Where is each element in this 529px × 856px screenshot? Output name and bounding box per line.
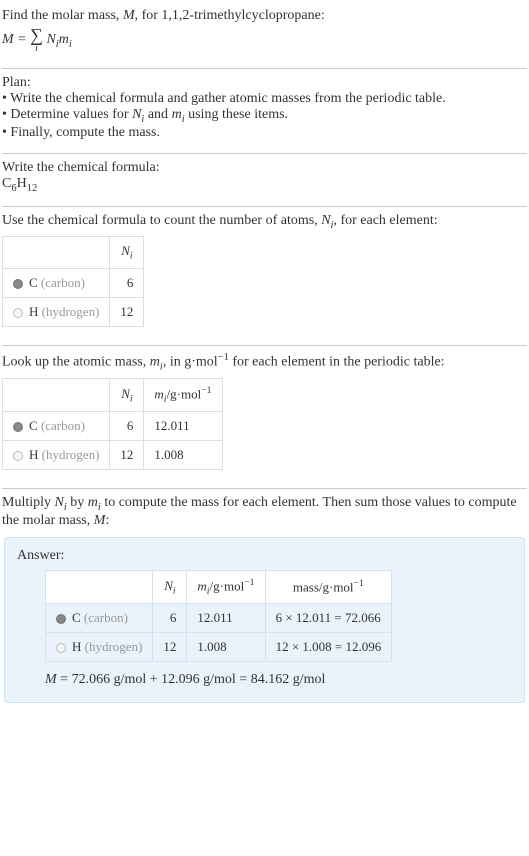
intro-var-M: M [123,8,135,23]
table-row: H (hydrogen) 12 [3,297,144,326]
table-header-blank [3,379,110,412]
table-header-N: Ni [153,571,187,604]
table-row: C (carbon) 6 12.011 [3,412,223,441]
element-cell: H (hydrogen) [3,297,110,326]
element-cell: C (carbon) [3,268,110,297]
eq-lhs: M = [2,32,30,47]
eq-mi: i [69,39,72,50]
formula-title: Write the chemical formula: [2,160,527,176]
final-equation: M = 72.066 g/mol + 12.096 g/mol = 84.162… [45,672,512,688]
table-header-row: Ni [3,237,144,269]
sigma-icon: ∑ i [30,26,43,54]
n-cell: 6 [110,412,144,441]
multiply-section: Multiply Ni by mi to compute the mass fo… [2,491,527,533]
divider [2,345,527,346]
m-cell: 12.011 [144,412,222,441]
m-cell: 12.011 [187,604,265,633]
m-cell: 1.008 [144,441,222,470]
calc-cell: 6 × 12.011 = 72.066 [265,604,392,633]
n-cell: 12 [110,441,144,470]
formula-section: Write the chemical formula: C6H12 [2,156,527,204]
table-header-blank [46,571,153,604]
table-header-m: mi/g·mol−1 [144,379,222,412]
divider [2,153,527,154]
element-cell: C (carbon) [3,412,110,441]
table-header-mass: mass/g·mol−1 [265,571,392,604]
m-cell: 1.008 [187,633,265,662]
eq-N: N [46,32,55,47]
plan-bullet-1: • Write the chemical formula and gather … [2,91,527,107]
element-bullet-icon [13,422,23,432]
element-cell: H (hydrogen) [3,441,110,470]
table-header-N: Ni [110,237,144,269]
table-header-N: Ni [110,379,144,412]
answer-box: Answer: Ni mi/g·mol−1 mass/g·mol−1 C (ca… [4,537,525,703]
divider [2,488,527,489]
n-cell: 6 [110,268,144,297]
calc-cell: 12 × 1.008 = 12.096 [265,633,392,662]
table-row: H (hydrogen) 12 1.008 [3,441,223,470]
n-cell: 12 [110,297,144,326]
element-cell: H (hydrogen) [46,633,153,662]
table-header-blank [3,237,110,269]
table-row: C (carbon) 6 [3,268,144,297]
answer-title: Answer: [17,548,512,564]
table-header-row: Ni mi/g·mol−1 mass/g·mol−1 [46,571,392,604]
element-bullet-icon [56,643,66,653]
multiply-text: Multiply Ni by mi to compute the mass fo… [2,495,527,529]
count-section: Use the chemical formula to count the nu… [2,209,527,343]
mass-section: Look up the atomic mass, mi, in g·mol−1 … [2,348,527,486]
mass-title: Look up the atomic mass, mi, in g·mol−1 … [2,352,527,372]
n-cell: 6 [153,604,187,633]
element-cell: C (carbon) [46,604,153,633]
count-table: Ni C (carbon) 6 H (hydrogen) 12 [2,236,144,327]
divider [2,68,527,69]
intro-pre: Find the molar mass, [2,8,123,23]
intro-section: Find the molar mass, M, for 1,1,2-trimet… [2,4,527,66]
eq-m: m [59,32,69,47]
divider [2,206,527,207]
intro-line: Find the molar mass, M, for 1,1,2-trimet… [2,8,527,24]
plan-title: Plan: [2,75,527,91]
table-row: H (hydrogen) 12 1.008 12 × 1.008 = 12.09… [46,633,392,662]
table-row: C (carbon) 6 12.011 6 × 12.011 = 72.066 [46,604,392,633]
plan-section: Plan: • Write the chemical formula and g… [2,71,527,151]
element-bullet-icon [13,451,23,461]
n-cell: 12 [153,633,187,662]
element-bullet-icon [13,279,23,289]
chemical-formula: C6H12 [2,176,527,194]
plan-bullet-3: • Finally, compute the mass. [2,125,527,141]
table-header-m: mi/g·mol−1 [187,571,265,604]
count-title: Use the chemical formula to count the nu… [2,213,527,231]
intro-equation: M = ∑ i Nimi [2,24,527,56]
answer-table: Ni mi/g·mol−1 mass/g·mol−1 C (carbon) 6 … [45,570,392,662]
plan-bullet-2: • Determine values for Ni and mi using t… [2,107,527,125]
intro-post: , for 1,1,2-trimethylcyclopropane: [135,8,325,23]
mass-table: Ni mi/g·mol−1 C (carbon) 6 12.011 H (hyd… [2,378,223,470]
element-bullet-icon [56,614,66,624]
table-header-row: Ni mi/g·mol−1 [3,379,223,412]
element-bullet-icon [13,308,23,318]
